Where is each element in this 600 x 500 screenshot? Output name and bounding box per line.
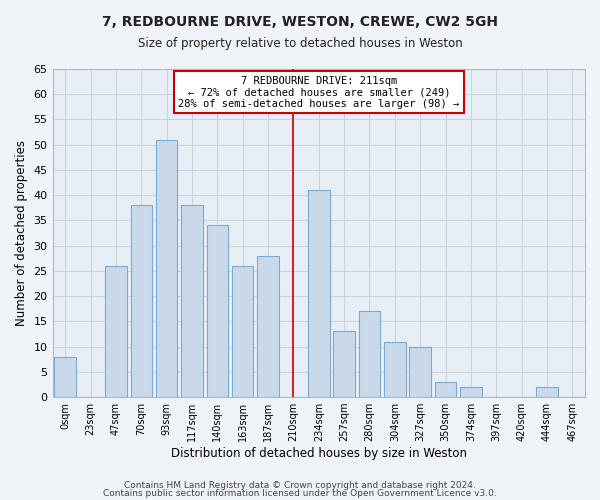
Bar [435,382,457,397]
Bar [206,226,228,397]
Bar [156,140,178,397]
Bar [334,332,355,397]
Bar [460,387,482,397]
Text: Contains HM Land Registry data © Crown copyright and database right 2024.: Contains HM Land Registry data © Crown c… [124,480,476,490]
Text: 7 REDBOURNE DRIVE: 211sqm
← 72% of detached houses are smaller (249)
28% of semi: 7 REDBOURNE DRIVE: 211sqm ← 72% of detac… [178,76,460,109]
Bar [359,312,380,397]
Bar [55,356,76,397]
Text: Size of property relative to detached houses in Weston: Size of property relative to detached ho… [137,38,463,51]
Bar [384,342,406,397]
Bar [105,266,127,397]
Bar [308,190,329,397]
Text: Contains public sector information licensed under the Open Government Licence v3: Contains public sector information licen… [103,489,497,498]
Bar [536,387,558,397]
Bar [232,266,253,397]
Bar [257,256,279,397]
Bar [409,346,431,397]
Text: 7, REDBOURNE DRIVE, WESTON, CREWE, CW2 5GH: 7, REDBOURNE DRIVE, WESTON, CREWE, CW2 5… [102,15,498,29]
Bar [181,206,203,397]
Bar [131,206,152,397]
Y-axis label: Number of detached properties: Number of detached properties [15,140,28,326]
X-axis label: Distribution of detached houses by size in Weston: Distribution of detached houses by size … [171,447,467,460]
